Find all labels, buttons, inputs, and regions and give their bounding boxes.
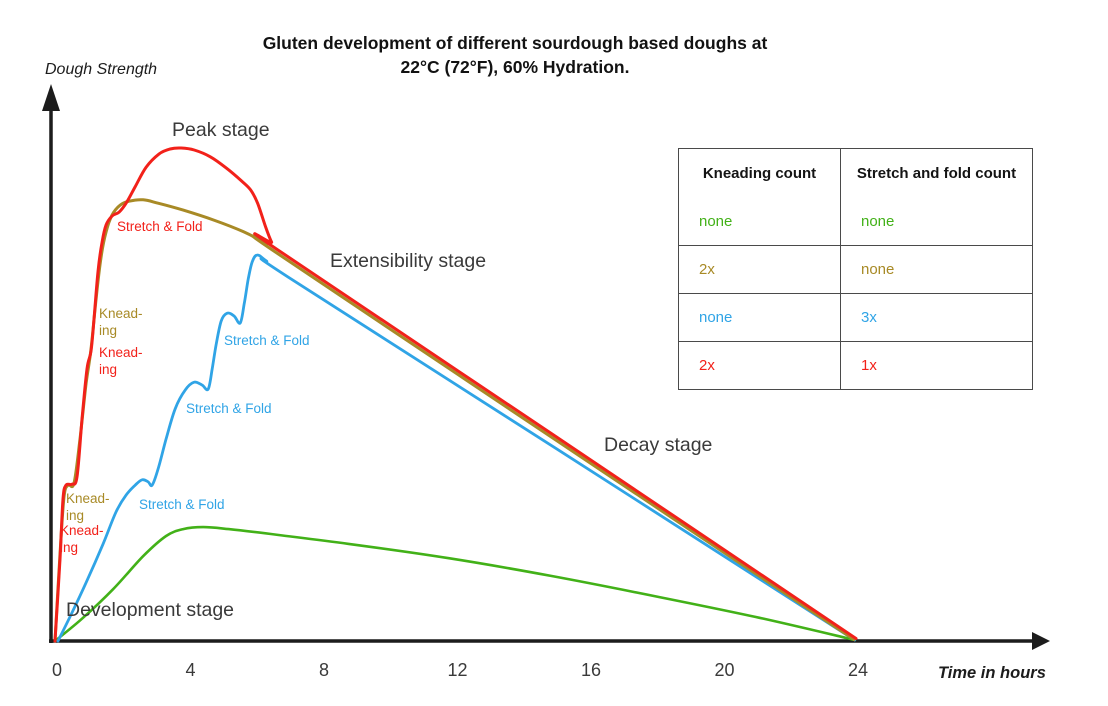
series-curve bbox=[56, 253, 857, 643]
x-axis-arrow-icon bbox=[1032, 632, 1050, 650]
chart-title-line1: Gluten development of different sourdoug… bbox=[262, 33, 768, 53]
table-cell-stretch-fold-count: none bbox=[840, 198, 1032, 245]
table-cell-stretch-fold-count: 3x bbox=[840, 294, 1032, 341]
y-axis-arrow-icon bbox=[42, 84, 60, 111]
x-tick-label: 8 bbox=[318, 660, 330, 680]
curve-annotation-label: Knead- ing bbox=[66, 491, 110, 523]
chart-title-line2: 22°C (72°F), 60% Hydration. bbox=[400, 57, 630, 77]
curve-annotation-label: Stretch & Fold bbox=[117, 219, 203, 234]
stage-label: Development stage bbox=[66, 599, 235, 621]
x-tick-label: 16 bbox=[580, 660, 602, 680]
series-curve bbox=[53, 146, 858, 643]
table-cell-kneading-count: none bbox=[699, 213, 733, 230]
x-tick-label: 20 bbox=[714, 660, 735, 680]
x-tick-label: 4 bbox=[185, 660, 196, 680]
series-curve bbox=[53, 525, 857, 643]
curve-annotation-label: Knead- ing bbox=[60, 523, 104, 555]
legend-table-header-row: Kneading count Stretch and fold count bbox=[679, 149, 1032, 198]
curve-annotation-label: Knead- ing bbox=[99, 345, 143, 377]
curve-annotation-label: Knead- ing bbox=[99, 306, 143, 338]
chart-title: Gluten development of different sourdoug… bbox=[250, 31, 780, 79]
legend-table-row: none none bbox=[679, 198, 1032, 245]
stage-label: Decay stage bbox=[604, 434, 713, 456]
legend-table-body: none none 2x none none 3x 2x 1x bbox=[679, 198, 1032, 389]
curve-annotation-label: Stretch & Fold bbox=[186, 401, 272, 416]
legend-table: Kneading count Stretch and fold count no… bbox=[678, 148, 1033, 390]
legend-table-row: none 3x bbox=[679, 293, 1032, 341]
x-tick-label: 24 bbox=[847, 660, 869, 680]
x-axis-label: Time in hours bbox=[938, 664, 1046, 682]
table-header-kneading-count: Kneading count bbox=[702, 165, 817, 182]
x-tick-label: 0 bbox=[51, 660, 63, 680]
y-axis-label: Dough Strength bbox=[45, 61, 158, 78]
curve-annotation-label: Stretch & Fold bbox=[139, 497, 225, 512]
table-header-stretch-fold-count: Stretch and fold count bbox=[840, 149, 1032, 198]
x-tick-label: 12 bbox=[447, 660, 468, 680]
table-cell-kneading-count: 2x bbox=[699, 261, 715, 278]
curve-annotation-label: Stretch & Fold bbox=[224, 333, 310, 348]
axes bbox=[42, 84, 1050, 650]
table-cell-kneading-count: 2x bbox=[699, 357, 715, 374]
stage-label: Extensibility stage bbox=[330, 250, 487, 272]
legend-table-row: 2x 1x bbox=[679, 341, 1032, 389]
table-cell-kneading-count: none bbox=[699, 309, 733, 326]
table-cell-stretch-fold-count: 1x bbox=[840, 342, 1032, 389]
legend-table-row: 2x none bbox=[679, 245, 1032, 293]
table-cell-stretch-fold-count: none bbox=[840, 246, 1032, 293]
series-curves bbox=[53, 146, 858, 643]
stage-label: Peak stage bbox=[172, 119, 270, 141]
